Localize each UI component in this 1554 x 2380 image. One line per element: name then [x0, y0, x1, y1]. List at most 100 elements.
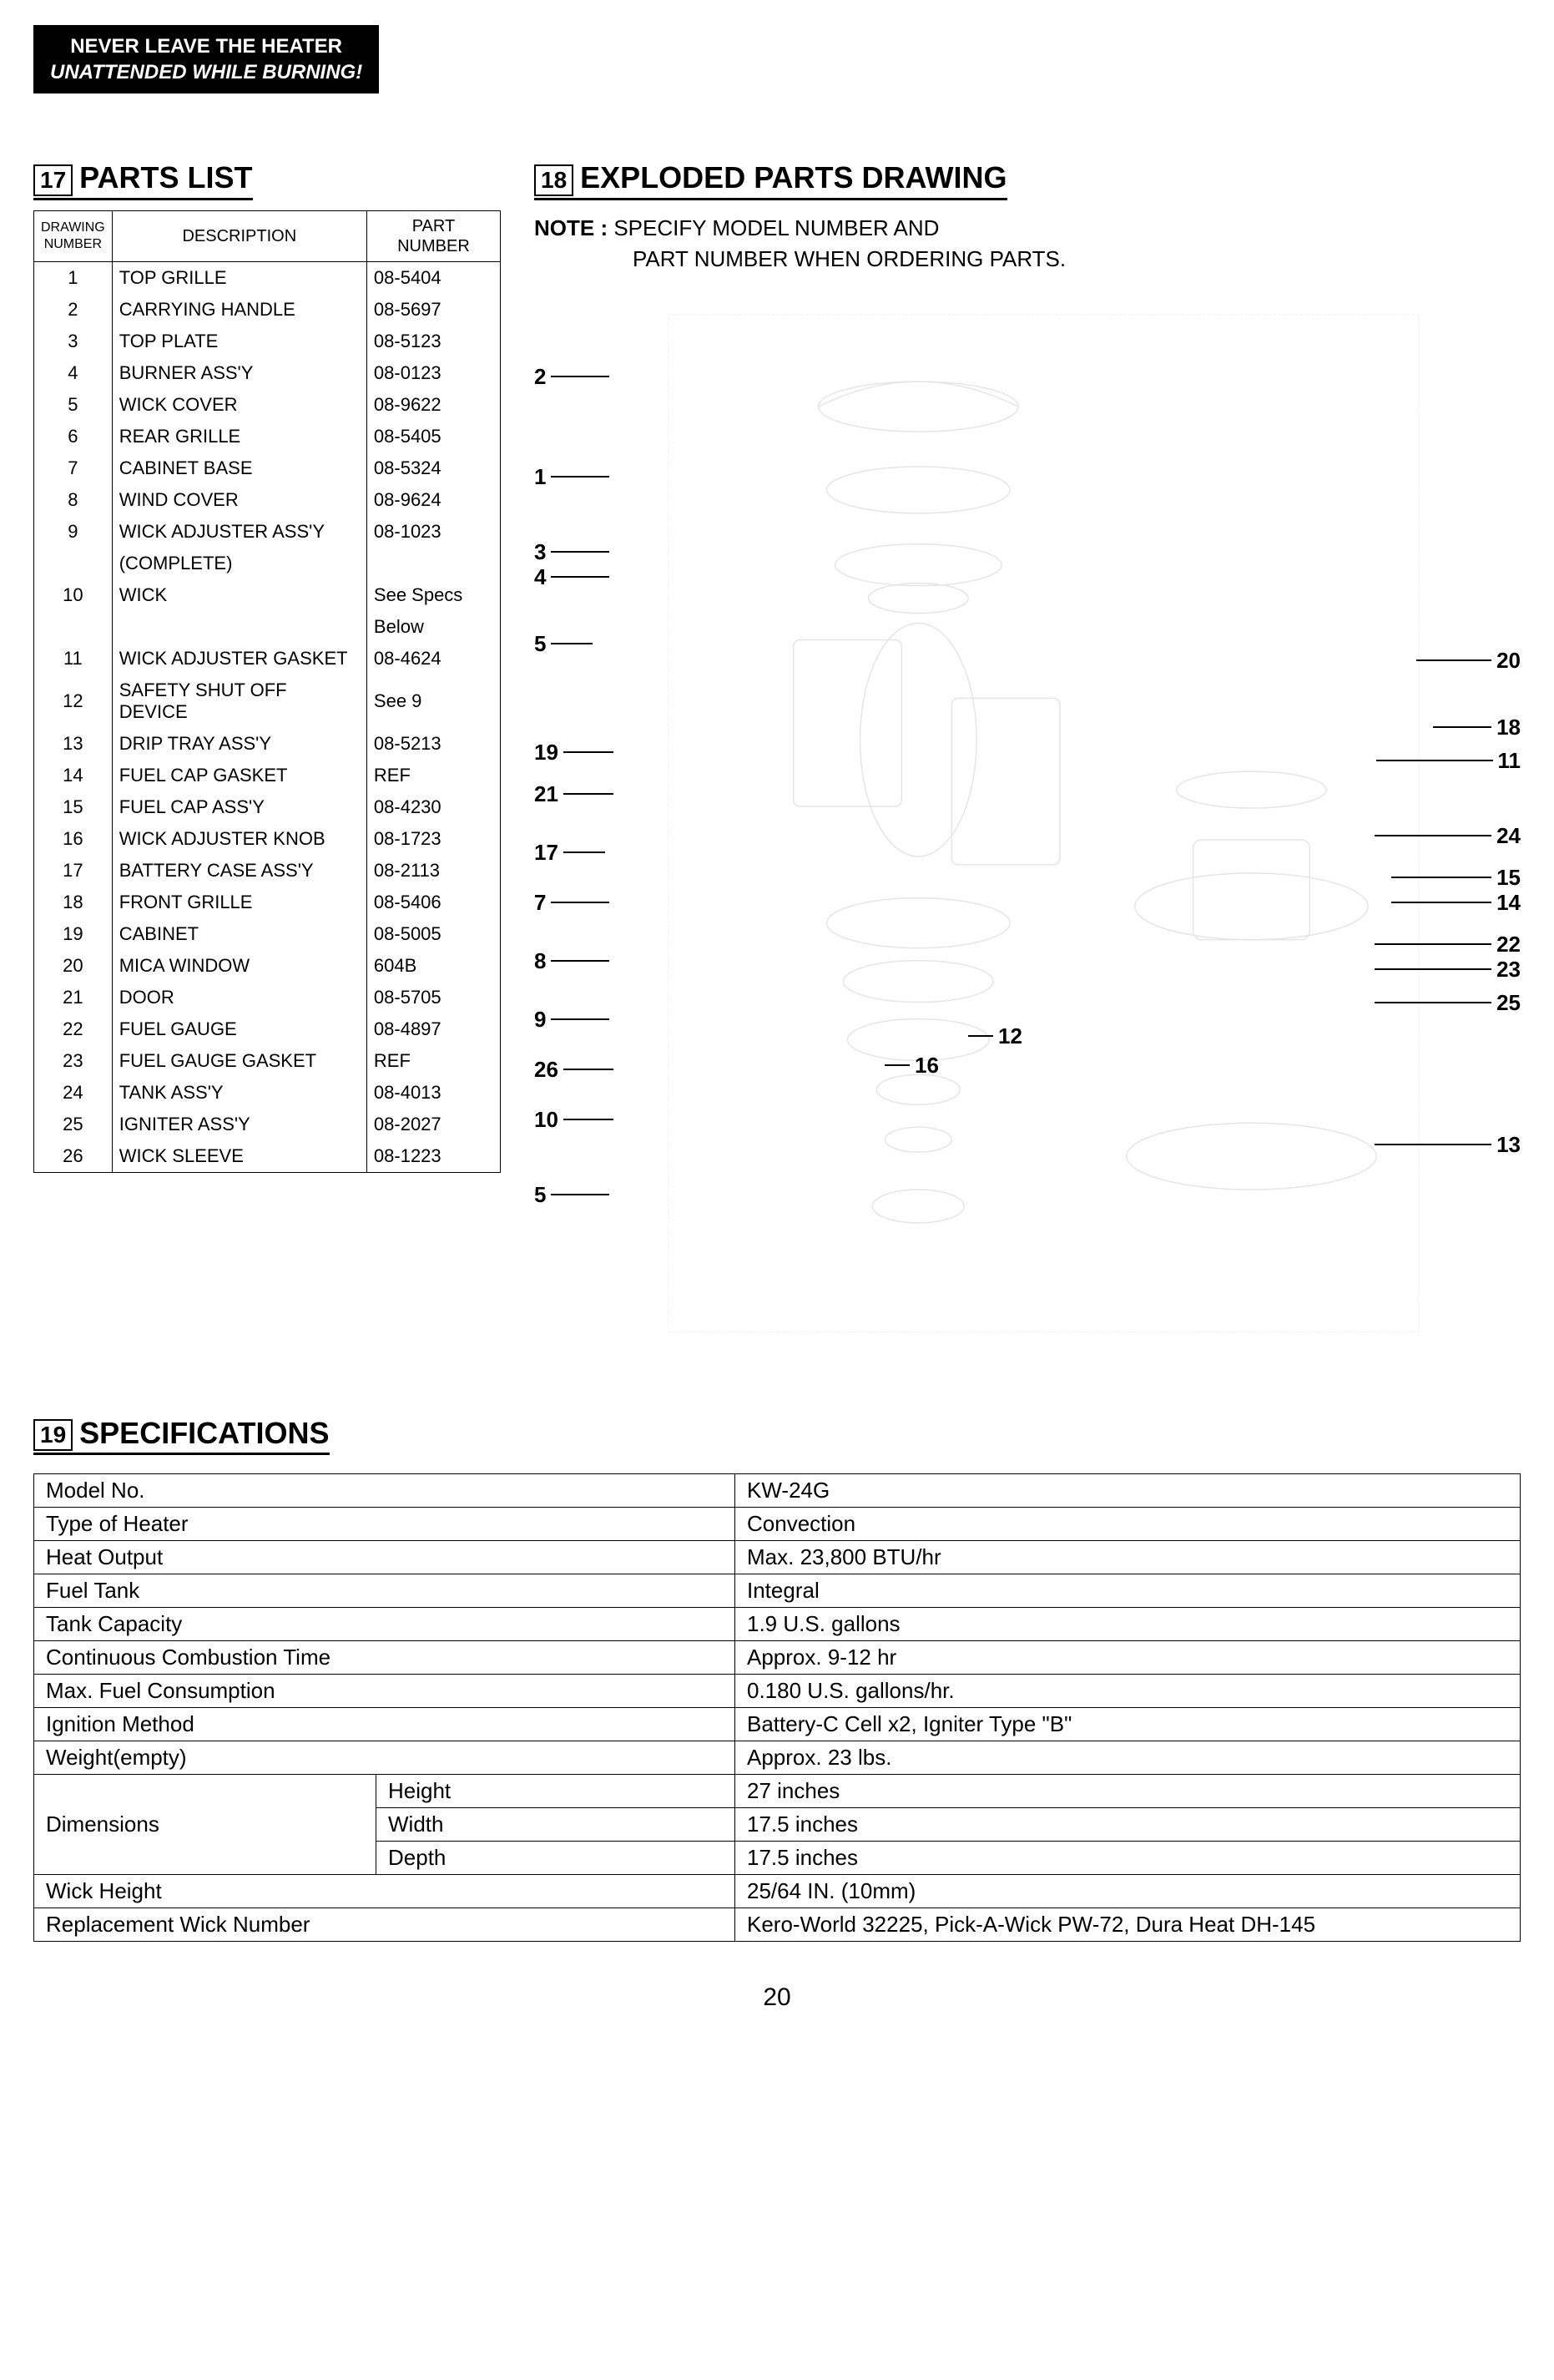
part-number: 08-5705: [366, 982, 500, 1013]
part-description: FUEL GAUGE GASKET: [112, 1045, 366, 1077]
part-description: WICK SLEEVE: [112, 1140, 366, 1173]
table-row: 7CABINET BASE08-5324: [34, 452, 501, 484]
part-drawing-num: 17: [34, 855, 113, 887]
part-description: TANK ASS'Y: [112, 1077, 366, 1109]
section-number-19: 19: [33, 1419, 73, 1451]
table-row: 24TANK ASS'Y08-4013: [34, 1077, 501, 1109]
callout-15: 15: [1391, 865, 1521, 891]
section-number-17: 17: [33, 164, 73, 196]
spec-row: Heat OutputMax. 23,800 BTU/hr: [34, 1540, 1521, 1574]
part-number: 08-0123: [366, 357, 500, 389]
part-description: DOOR: [112, 982, 366, 1013]
part-number: 08-5123: [366, 326, 500, 357]
table-row: 21DOOR08-5705: [34, 982, 501, 1013]
part-number: [366, 548, 500, 579]
part-number: See 9: [366, 675, 500, 728]
spec-value: 1.9 U.S. gallons: [735, 1607, 1521, 1640]
part-number: 08-5324: [366, 452, 500, 484]
callout-16: 16: [885, 1053, 939, 1079]
spec-dim-label: Dimensions: [34, 1774, 376, 1874]
part-number: 08-1223: [366, 1140, 500, 1173]
warning-line2: UNATTENDED WHILE BURNING!: [50, 59, 362, 85]
table-row: 11WICK ADJUSTER GASKET08-4624: [34, 643, 501, 675]
parts-list-section: 17PARTS LIST DRAWING NUMBER DESCRIPTION …: [33, 160, 501, 1365]
part-number: 604B: [366, 950, 500, 982]
diagram-image-placeholder: [668, 314, 1419, 1332]
spec-value: Approx. 9-12 hr: [735, 1640, 1521, 1674]
part-number: 08-4897: [366, 1013, 500, 1045]
part-drawing-num: 12: [34, 675, 113, 728]
callout-3: 3: [534, 539, 609, 565]
part-number: 08-5405: [366, 421, 500, 452]
part-drawing-num: 23: [34, 1045, 113, 1077]
part-drawing-num: 22: [34, 1013, 113, 1045]
spec-label: Max. Fuel Consumption: [34, 1674, 735, 1707]
part-drawing-num: 4: [34, 357, 113, 389]
callout-4: 4: [534, 564, 609, 590]
part-description: CABINET: [112, 918, 366, 950]
spec-value: Integral: [735, 1574, 1521, 1607]
callout-13: 13: [1375, 1132, 1521, 1158]
exploded-heading: 18EXPLODED PARTS DRAWING: [534, 160, 1007, 200]
callout-24: 24: [1375, 823, 1521, 849]
callout-1: 1: [534, 464, 609, 490]
spec-dim-row: DimensionsHeight27 inches: [34, 1774, 1521, 1807]
spec-row: Replacement Wick NumberKero-World 32225,…: [34, 1908, 1521, 1941]
part-drawing-num: 24: [34, 1077, 113, 1109]
part-description: CABINET BASE: [112, 452, 366, 484]
spec-dim-value: 27 inches: [735, 1774, 1521, 1807]
spec-value: KW-24G: [735, 1473, 1521, 1507]
table-row: 16WICK ADJUSTER KNOB08-1723: [34, 823, 501, 855]
table-row: Below: [34, 611, 501, 643]
part-number: 08-9622: [366, 389, 500, 421]
callout-9: 9: [534, 1007, 609, 1033]
table-row: 22FUEL GAUGE08-4897: [34, 1013, 501, 1045]
spec-row: Ignition MethodBattery-C Cell x2, Ignite…: [34, 1707, 1521, 1741]
part-drawing-num: 15: [34, 791, 113, 823]
part-description: CARRYING HANDLE: [112, 294, 366, 326]
part-description: FUEL CAP GASKET: [112, 760, 366, 791]
part-description: TOP GRILLE: [112, 261, 366, 294]
exploded-section: 18EXPLODED PARTS DRAWING NOTE : SPECIFY …: [534, 160, 1521, 1365]
spec-dim-sub: Width: [376, 1807, 735, 1841]
table-row: 8WIND COVER08-9624: [34, 484, 501, 516]
part-number: 08-4230: [366, 791, 500, 823]
spec-row: Fuel TankIntegral: [34, 1574, 1521, 1607]
part-drawing-num: 7: [34, 452, 113, 484]
table-row: 23FUEL GAUGE GASKETREF: [34, 1045, 501, 1077]
callout-2: 2: [534, 364, 609, 390]
callout-14: 14: [1391, 890, 1521, 916]
part-description: BATTERY CASE ASS'Y: [112, 855, 366, 887]
part-drawing-num: [34, 611, 113, 643]
table-row: 10WICKSee Specs: [34, 579, 501, 611]
specs-heading: 19SPECIFICATIONS: [33, 1416, 330, 1455]
part-number: 08-1723: [366, 823, 500, 855]
spec-value: Approx. 23 lbs.: [735, 1741, 1521, 1774]
callout-10: 10: [534, 1107, 613, 1133]
table-row: 2CARRYING HANDLE08-5697: [34, 294, 501, 326]
spec-row: Continuous Combustion TimeApprox. 9-12 h…: [34, 1640, 1521, 1674]
part-number: REF: [366, 1045, 500, 1077]
spec-label: Weight(empty): [34, 1741, 735, 1774]
callout-18: 18: [1433, 715, 1521, 740]
spec-label: Tank Capacity: [34, 1607, 735, 1640]
part-description: WIND COVER: [112, 484, 366, 516]
part-description: FRONT GRILLE: [112, 887, 366, 918]
part-number: REF: [366, 760, 500, 791]
callout-23: 23: [1375, 957, 1521, 983]
spec-row: Tank Capacity1.9 U.S. gallons: [34, 1607, 1521, 1640]
col-description: DESCRIPTION: [112, 210, 366, 261]
part-drawing-num: 26: [34, 1140, 113, 1173]
part-description: FUEL CAP ASS'Y: [112, 791, 366, 823]
parts-table: DRAWING NUMBER DESCRIPTION PART NUMBER 1…: [33, 210, 501, 1173]
table-row: 18FRONT GRILLE08-5406: [34, 887, 501, 918]
spec-dim-sub: Depth: [376, 1841, 735, 1874]
exploded-note: NOTE : SPECIFY MODEL NUMBER AND: [534, 215, 1521, 241]
callout-7: 7: [534, 890, 609, 916]
part-drawing-num: 9: [34, 516, 113, 548]
part-drawing-num: 5: [34, 389, 113, 421]
callout-25: 25: [1375, 990, 1521, 1016]
exploded-note-2: PART NUMBER WHEN ORDERING PARTS.: [534, 246, 1521, 272]
spec-row: Weight(empty)Approx. 23 lbs.: [34, 1741, 1521, 1774]
spec-label: Continuous Combustion Time: [34, 1640, 735, 1674]
